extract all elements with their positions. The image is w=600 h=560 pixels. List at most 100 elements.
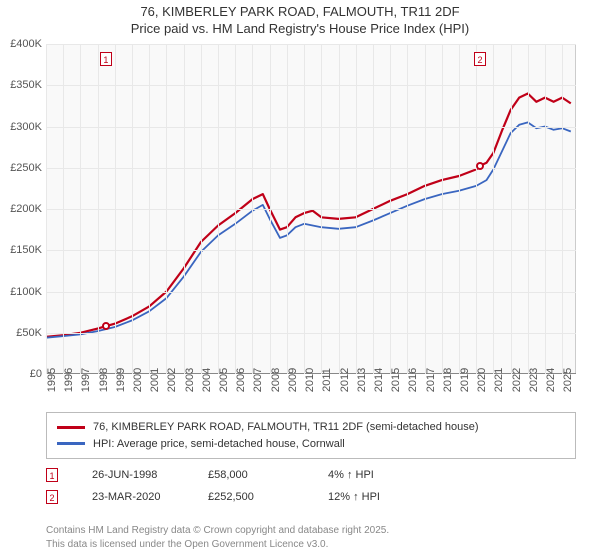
grid-v (149, 44, 150, 374)
grid-v (115, 44, 116, 374)
x-tick-label: 2019 (459, 368, 471, 392)
x-tick-label: 1998 (98, 368, 110, 392)
sale-point-row: 2 23-MAR-2020 £252,500 12% ↑ HPI (46, 488, 576, 510)
grid-v (545, 44, 546, 374)
sale-point-marker: 2 (46, 490, 58, 504)
sale-point-price: £252,500 (208, 491, 308, 503)
sale-points-table: 1 26-JUN-1998 £58,000 4% ↑ HPI 2 23-MAR-2020 £… (46, 466, 576, 510)
grid-h (46, 292, 576, 293)
grid-h (46, 44, 576, 45)
sale-point-price: £58,000 (208, 469, 308, 481)
grid-v (166, 44, 167, 374)
x-tick-label: 1999 (115, 368, 127, 392)
y-tick-label: £250K (10, 162, 42, 174)
grid-h (46, 85, 576, 86)
x-tick-label: 2023 (528, 368, 540, 392)
grid-v (476, 44, 477, 374)
x-tick-label: 2024 (545, 368, 557, 392)
grid-v (184, 44, 185, 374)
grid-v (63, 44, 64, 374)
grid-v (356, 44, 357, 374)
y-tick-label: £400K (10, 38, 42, 50)
x-tick-label: 2013 (356, 368, 368, 392)
grid-v (459, 44, 460, 374)
attribution: Contains HM Land Registry data © Crown c… (46, 524, 576, 551)
x-tick-label: 1996 (63, 368, 75, 392)
x-tick-label: 2010 (304, 368, 316, 392)
grid-v (339, 44, 340, 374)
grid-h (46, 333, 576, 334)
grid-v (562, 44, 563, 374)
sale-point-date: 23-MAR-2020 (78, 491, 188, 503)
grid-h (46, 250, 576, 251)
x-tick-label: 2020 (476, 368, 488, 392)
y-tick-label: £50K (16, 327, 42, 339)
x-tick-label: 2016 (407, 368, 419, 392)
sale-point-hpi: 12% ↑ HPI (328, 491, 438, 503)
x-tick-label: 2007 (252, 368, 264, 392)
x-tick-label: 2009 (287, 368, 299, 392)
x-tick-label: 2014 (373, 368, 385, 392)
x-tick-label: 1995 (46, 368, 58, 392)
y-tick-label: £100K (10, 286, 42, 298)
series-line (46, 94, 571, 337)
chart-plot-area: £0£50K£100K£150K£200K£250K£300K£350K£400… (46, 44, 576, 374)
grid-v (511, 44, 512, 374)
y-tick-label: £350K (10, 79, 42, 91)
grid-v (218, 44, 219, 374)
grid-v (528, 44, 529, 374)
grid-v (270, 44, 271, 374)
grid-v (425, 44, 426, 374)
attribution-line-1: Contains HM Land Registry data © Crown c… (46, 524, 576, 538)
x-tick-label: 1997 (80, 368, 92, 392)
x-tick-label: 2004 (201, 368, 213, 392)
x-tick-label: 2021 (493, 368, 505, 392)
y-tick-label: £300K (10, 121, 42, 133)
y-tick-label: £0 (30, 368, 42, 380)
grid-v (390, 44, 391, 374)
sale-point-date: 26-JUN-1998 (78, 469, 188, 481)
attribution-line-2: This data is licensed under the Open Gov… (46, 538, 576, 552)
chart-title-sub: Price paid vs. HM Land Registry's House … (0, 21, 600, 38)
grid-v (46, 44, 47, 374)
legend-swatch-0 (57, 426, 85, 429)
grid-v (442, 44, 443, 374)
grid-h (46, 127, 576, 128)
grid-v (132, 44, 133, 374)
sale-point-marker: 1 (46, 468, 58, 482)
x-tick-label: 2012 (339, 368, 351, 392)
grid-v (373, 44, 374, 374)
legend-row-0: 76, KIMBERLEY PARK ROAD, FALMOUTH, TR11 … (57, 419, 565, 436)
legend-row-1: HPI: Average price, semi-detached house,… (57, 436, 565, 453)
x-tick-label: 2002 (166, 368, 178, 392)
x-tick-label: 2015 (390, 368, 402, 392)
grid-v (321, 44, 322, 374)
x-tick-label: 2001 (149, 368, 161, 392)
x-tick-label: 2006 (235, 368, 247, 392)
grid-v (493, 44, 494, 374)
legend-swatch-1 (57, 442, 85, 445)
grid-v (235, 44, 236, 374)
sale-marker-box: 1 (100, 52, 112, 66)
y-tick-label: £200K (10, 203, 42, 215)
legend-label-0: 76, KIMBERLEY PARK ROAD, FALMOUTH, TR11 … (93, 419, 479, 436)
grid-v (201, 44, 202, 374)
x-tick-label: 2000 (132, 368, 144, 392)
grid-v (252, 44, 253, 374)
legend: 76, KIMBERLEY PARK ROAD, FALMOUTH, TR11 … (46, 412, 576, 459)
grid-v (287, 44, 288, 374)
grid-v (98, 44, 99, 374)
grid-v (407, 44, 408, 374)
y-tick-label: £150K (10, 244, 42, 256)
sale-point-row: 1 26-JUN-1998 £58,000 4% ↑ HPI (46, 466, 576, 488)
x-tick-label: 2018 (442, 368, 454, 392)
sale-marker-dot (476, 162, 484, 170)
x-tick-label: 2003 (184, 368, 196, 392)
x-tick-label: 2025 (562, 368, 574, 392)
sale-marker-box: 2 (474, 52, 486, 66)
sale-point-hpi: 4% ↑ HPI (328, 469, 438, 481)
legend-label-1: HPI: Average price, semi-detached house,… (93, 436, 345, 453)
sale-marker-dot (102, 322, 110, 330)
chart-title-block: 76, KIMBERLEY PARK ROAD, FALMOUTH, TR11 … (0, 0, 600, 38)
x-tick-label: 2011 (321, 368, 333, 392)
